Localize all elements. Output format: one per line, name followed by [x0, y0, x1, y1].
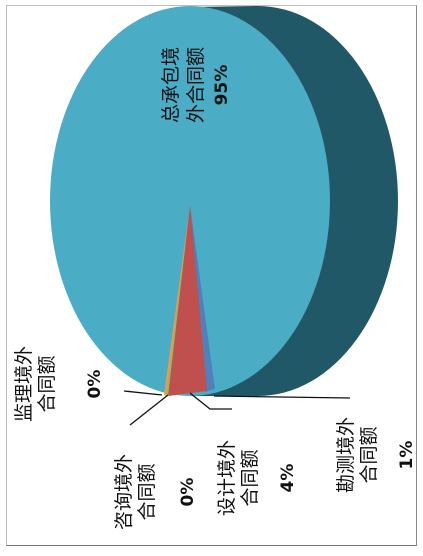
label-design-line2: 合同额 [239, 449, 261, 506]
label-survey: 勘测境外 合同额 1% [335, 417, 417, 493]
pie-slice-supervision [164, 205, 190, 396]
leader-lines [123, 390, 351, 426]
label-consult: 咨询境外 合同额 0% [113, 454, 198, 530]
leader-line-consult [129, 394, 169, 426]
pie-slice-total-contracting [50, 6, 330, 396]
label-consult-value: 0% [178, 478, 198, 507]
label-consult-line2: 合同额 [136, 463, 158, 520]
label-survey-value: 1% [397, 441, 417, 470]
pie-slice-design [168, 205, 207, 396]
pie-slice-survey [190, 205, 215, 392]
label-total-contracting: 总承包境 外合同额 95% [160, 47, 232, 123]
label-consult-line1: 咨询境外 [113, 454, 135, 530]
label-survey-line1: 勘测境外 [335, 417, 357, 493]
label-supervision: 监理境外 合同额 0% [13, 346, 105, 422]
label-supervision-value: 0% [85, 370, 105, 399]
label-survey-line2: 合同额 [358, 426, 380, 483]
label-supervision-line2: 合同额 [36, 355, 58, 412]
label-design: 设计境外 合同额 4% [216, 440, 298, 516]
leader-line-design [189, 392, 232, 410]
leader-line-survey [213, 395, 351, 399]
label-design-line1: 设计境外 [216, 440, 238, 516]
label-total-line1: 总承包境 [160, 47, 182, 123]
label-total-line2: 外合同额 [185, 47, 207, 123]
label-design-value: 4% [278, 464, 298, 493]
label-supervision-line1: 监理境外 [13, 346, 35, 422]
label-total-value: 95% [212, 65, 232, 106]
leader-line-supervision [123, 390, 163, 396]
